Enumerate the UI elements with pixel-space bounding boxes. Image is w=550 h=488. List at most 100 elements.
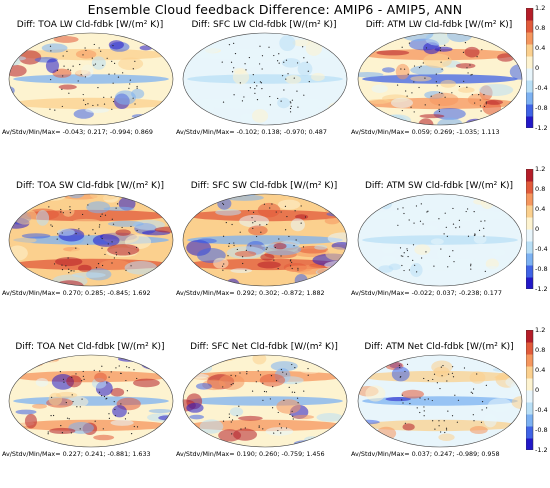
map-anomaly-patch [48, 392, 63, 406]
map-anomaly-patch [66, 375, 82, 388]
significance-dot [112, 82, 114, 84]
map-anomaly-patch [259, 373, 286, 387]
significance-dot [289, 413, 291, 415]
significance-dot [227, 255, 229, 257]
colorbar-swatch [526, 438, 533, 450]
significance-dot [404, 422, 406, 424]
colorbar-frame [526, 8, 534, 128]
significance-dot [277, 411, 279, 414]
significance-dot [467, 235, 470, 237]
significance-dot [432, 378, 434, 381]
significance-dot [263, 390, 266, 393]
significance-dot [69, 212, 71, 214]
map-anomaly-patch [157, 267, 173, 273]
colorbar-tick-label: 0.4 [535, 205, 546, 213]
significance-dot [277, 429, 279, 432]
significance-dot [413, 222, 415, 224]
colorbar-frame [526, 330, 534, 450]
significance-dot [463, 80, 465, 82]
significance-dot [83, 378, 85, 381]
significance-dot [231, 419, 234, 421]
map-anomaly-patch [391, 366, 410, 382]
map-anomaly-patch [295, 214, 309, 220]
significance-dot [411, 92, 413, 94]
map-outline [182, 354, 348, 448]
map-anomaly-patch [157, 44, 173, 56]
map-anomaly-patch [114, 90, 136, 105]
significance-dot [427, 210, 429, 212]
significance-dot [470, 74, 472, 76]
significance-dot [230, 383, 232, 386]
significance-dot [281, 75, 284, 77]
significance-dot [254, 88, 256, 90]
map-anomaly-patch [94, 372, 107, 383]
map-anomaly-patch [115, 229, 131, 236]
significance-dot [113, 62, 116, 64]
map-anomaly-patch [112, 405, 127, 418]
map-band [362, 209, 518, 222]
significance-dot [297, 269, 299, 271]
significance-dot [404, 370, 406, 373]
colorbar-tick-label: 0.8 [535, 346, 546, 354]
significance-dot [481, 401, 484, 403]
map-anomaly-patch [433, 366, 450, 378]
significance-dot [124, 418, 127, 420]
map-anomaly-patch [201, 113, 217, 122]
mollweide-map [357, 32, 523, 126]
significance-dot [289, 111, 292, 113]
map-anomaly-patch [467, 93, 486, 106]
significance-dot [271, 203, 273, 205]
map-anomaly-patch [365, 385, 386, 402]
significance-dot [403, 269, 405, 272]
significance-dot [407, 255, 409, 258]
map-outline [8, 32, 174, 126]
significance-dot [399, 247, 402, 249]
significance-dot [62, 55, 64, 57]
significance-dot [75, 233, 77, 235]
map-anomaly-patch [276, 399, 301, 414]
significance-dot [119, 372, 122, 374]
significance-dot [266, 223, 268, 226]
significance-dot [469, 64, 471, 66]
mollweide-map [8, 354, 174, 448]
significance-dot [440, 366, 442, 368]
significance-dot [285, 78, 287, 80]
panel-stats: Av/Stdv/Min/Max= 0.227; 0.241; -0.881; 1… [2, 450, 151, 458]
map-band [13, 97, 169, 110]
map-anomaly-patch [197, 219, 232, 228]
significance-dot [423, 377, 425, 380]
map-anomaly-patch [265, 427, 294, 436]
significance-dot [399, 376, 401, 378]
significance-dot [252, 227, 254, 229]
significance-dot [51, 225, 53, 227]
significance-dot [72, 65, 74, 67]
significance-dot [242, 256, 244, 258]
map-anomaly-patch [58, 84, 77, 90]
map-anomaly-patch [429, 92, 459, 107]
significance-dot [128, 87, 130, 89]
significance-dot [483, 227, 485, 229]
map-anomaly-patch [35, 378, 49, 387]
significance-dot [101, 237, 103, 240]
significance-dot [221, 265, 224, 267]
significance-dot [101, 247, 103, 249]
map-anomaly-patch [381, 255, 397, 262]
panel-title: Diff: ATM Net Cld-fdbk [W/(m² K)] [364, 342, 514, 352]
mollweide-map [8, 193, 174, 287]
significance-dot [244, 427, 246, 429]
significance-dot [71, 376, 73, 378]
significance-dot [98, 226, 100, 228]
colorbar-swatch [526, 342, 533, 355]
significance-dot [405, 90, 407, 92]
significance-dot [294, 210, 296, 212]
significance-dot [397, 208, 399, 210]
significance-dot [480, 110, 482, 112]
significance-dot [485, 407, 488, 409]
significance-dot [93, 369, 95, 371]
map-anomaly-patch [419, 114, 445, 119]
map-anomaly-patch [308, 278, 336, 286]
significance-dot [112, 100, 115, 103]
panel-title: Diff: SFC SW Cld-fdbk [W/(m² K)] [190, 181, 338, 191]
significance-dot [62, 75, 64, 77]
significance-dot [481, 409, 483, 411]
